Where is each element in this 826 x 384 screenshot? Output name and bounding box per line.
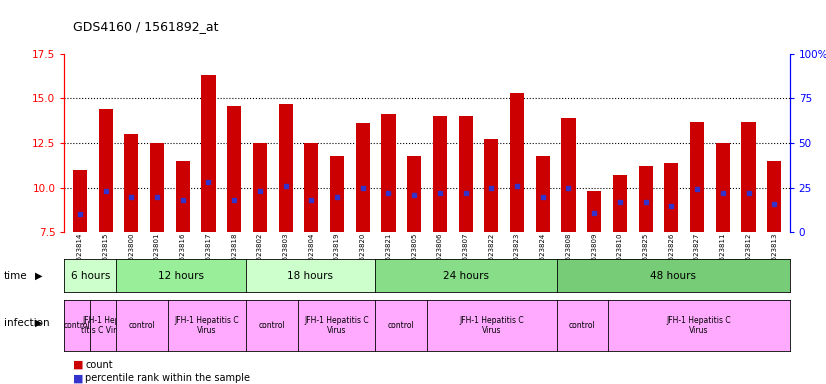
Bar	[356, 123, 370, 232]
Text: GDS4160 / 1561892_at: GDS4160 / 1561892_at	[73, 20, 218, 33]
Text: ■: ■	[73, 373, 83, 383]
Bar	[484, 139, 498, 232]
Text: control: control	[64, 321, 91, 330]
Text: 18 hours: 18 hours	[287, 270, 334, 281]
Text: 6 hours: 6 hours	[71, 270, 110, 281]
Text: ▶: ▶	[35, 270, 42, 281]
Bar	[124, 134, 139, 232]
Bar	[278, 104, 292, 232]
Bar	[587, 191, 601, 232]
Bar	[304, 143, 318, 232]
Text: ▶: ▶	[35, 318, 42, 328]
Text: 12 hours: 12 hours	[158, 270, 204, 281]
Bar	[458, 116, 472, 232]
Bar	[407, 156, 421, 232]
Bar	[73, 170, 87, 232]
Text: percentile rank within the sample: percentile rank within the sample	[85, 373, 250, 383]
Text: JFH-1 Hepa
titis C Virus: JFH-1 Hepa titis C Virus	[81, 316, 126, 335]
Text: JFH-1 Hepatitis C
Virus: JFH-1 Hepatitis C Virus	[667, 316, 731, 335]
Text: count: count	[85, 360, 112, 370]
Text: time: time	[4, 270, 28, 281]
Bar	[742, 122, 756, 232]
Bar	[613, 175, 627, 232]
Text: control: control	[569, 321, 596, 330]
Text: 24 hours: 24 hours	[443, 270, 489, 281]
Bar	[202, 75, 216, 232]
Bar	[253, 143, 267, 232]
Text: JFH-1 Hepatitis C
Virus: JFH-1 Hepatitis C Virus	[459, 316, 525, 335]
Bar	[510, 93, 525, 232]
Bar	[664, 163, 678, 232]
Text: control: control	[259, 321, 285, 330]
Text: ■: ■	[73, 360, 83, 370]
Bar	[330, 156, 344, 232]
Text: infection: infection	[4, 318, 50, 328]
Bar	[433, 116, 447, 232]
Bar	[690, 122, 704, 232]
Text: 48 hours: 48 hours	[650, 270, 696, 281]
Bar	[176, 161, 190, 232]
Bar	[227, 106, 241, 232]
Bar	[638, 166, 653, 232]
Text: control: control	[387, 321, 415, 330]
Bar	[767, 161, 781, 232]
Bar	[715, 143, 730, 232]
Text: JFH-1 Hepatitis C
Virus: JFH-1 Hepatitis C Virus	[174, 316, 240, 335]
Bar	[536, 156, 550, 232]
Bar	[150, 143, 164, 232]
Bar	[98, 109, 112, 232]
Bar	[562, 118, 576, 232]
Bar	[382, 114, 396, 232]
Text: JFH-1 Hepatitis C
Virus: JFH-1 Hepatitis C Virus	[304, 316, 368, 335]
Text: control: control	[129, 321, 155, 330]
